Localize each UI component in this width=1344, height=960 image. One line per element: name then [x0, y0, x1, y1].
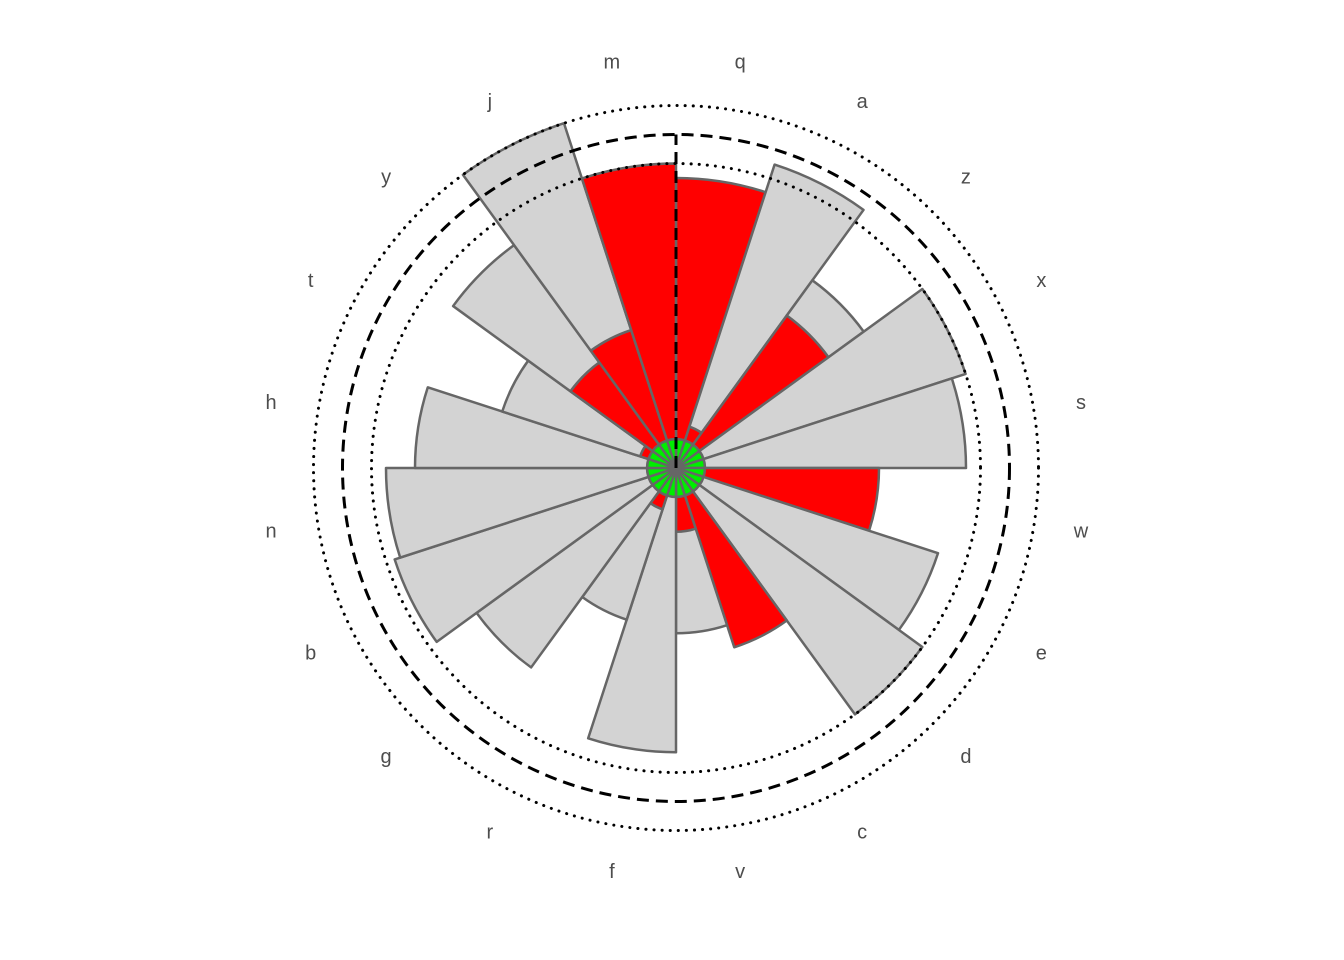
category-label-m: m — [604, 51, 621, 73]
category-label-c: c — [857, 822, 867, 844]
category-label-y: y — [381, 166, 391, 188]
category-label-h: h — [265, 392, 276, 414]
category-label-e: e — [1036, 642, 1047, 664]
bars-layer — [384, 121, 968, 754]
bar-n-segment-3 — [384, 466, 650, 559]
reference-circle-dotted-3 — [312, 104, 1040, 832]
category-label-d: d — [960, 746, 971, 768]
bar-e-segment-3 — [698, 475, 940, 632]
bar-s-segment-3 — [702, 377, 968, 470]
category-label-f: f — [609, 861, 615, 883]
bar-m-segment-2 — [580, 162, 678, 442]
category-label-j: j — [487, 91, 492, 113]
category-labels-layer: q a z x s w e d c v f r g b n h t y j m — [265, 51, 1088, 883]
category-label-q: q — [735, 51, 746, 73]
category-label-b: b — [305, 642, 316, 664]
category-label-t: t — [308, 270, 314, 292]
bar-a-segment-3 — [688, 163, 865, 435]
category-label-s: s — [1076, 392, 1086, 414]
category-label-w: w — [1073, 520, 1089, 542]
category-label-g: g — [381, 746, 392, 768]
reference-circle-dashed-2 — [341, 133, 1011, 803]
bar-c-segment-2 — [683, 490, 789, 649]
category-label-a: a — [857, 91, 869, 113]
category-label-r: r — [487, 822, 494, 844]
category-label-n: n — [265, 520, 276, 542]
bar-q-segment-2 — [674, 176, 767, 442]
bar-f-segment-3 — [586, 494, 678, 754]
bar-b-segment-3 — [393, 475, 654, 644]
category-label-z: z — [961, 166, 971, 188]
category-label-x: x — [1036, 270, 1046, 292]
category-label-v: v — [735, 861, 745, 883]
reference-lines-layer — [312, 104, 1040, 832]
bar-h-segment-3 — [413, 386, 650, 470]
